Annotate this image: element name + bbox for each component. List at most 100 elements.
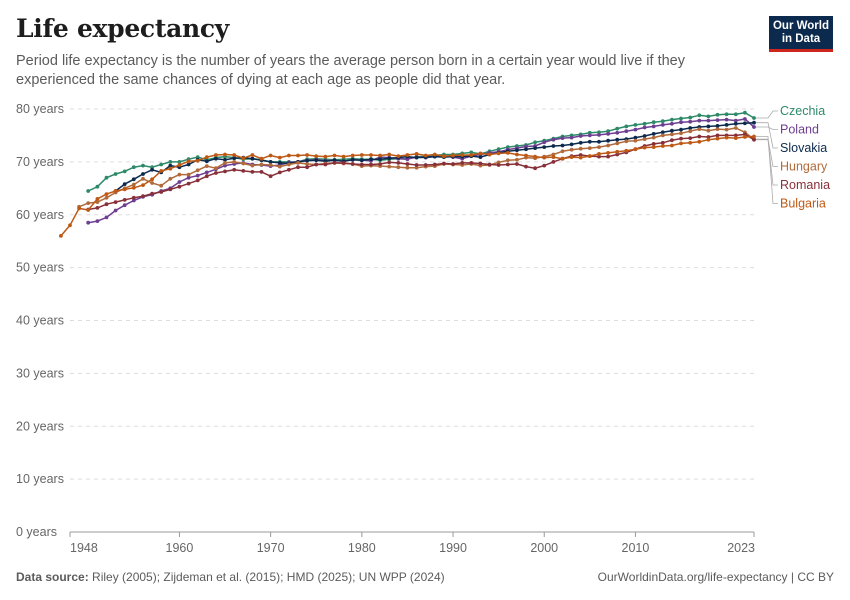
data-point[interactable] <box>515 157 519 162</box>
data-point[interactable] <box>159 169 164 173</box>
data-point[interactable] <box>332 161 337 165</box>
data-point[interactable] <box>423 153 428 158</box>
data-point[interactable] <box>159 162 164 167</box>
data-point[interactable] <box>86 220 91 225</box>
data-point[interactable] <box>268 160 273 164</box>
data-point[interactable] <box>195 173 200 178</box>
data-point[interactable] <box>715 127 720 131</box>
data-point[interactable] <box>359 158 364 163</box>
data-point[interactable] <box>587 130 592 135</box>
data-point[interactable] <box>442 154 446 159</box>
data-point[interactable] <box>241 161 246 166</box>
legend-label-romania[interactable]: Romania <box>780 178 830 192</box>
data-point[interactable] <box>706 135 711 139</box>
data-point[interactable] <box>104 215 109 220</box>
data-point[interactable] <box>186 162 191 167</box>
data-point[interactable] <box>515 152 519 157</box>
data-point[interactable] <box>660 119 665 124</box>
data-point[interactable] <box>651 142 656 146</box>
data-point[interactable] <box>569 155 574 160</box>
data-point[interactable] <box>232 156 237 161</box>
data-point[interactable] <box>387 152 392 157</box>
data-point[interactable] <box>341 161 346 165</box>
data-point[interactable] <box>159 190 164 194</box>
data-point[interactable] <box>204 164 209 169</box>
legend-label-hungary[interactable]: Hungary <box>780 160 828 174</box>
data-point[interactable] <box>569 142 574 147</box>
data-point[interactable] <box>551 144 556 148</box>
data-point[interactable] <box>569 147 574 152</box>
data-point[interactable] <box>660 130 665 135</box>
data-point[interactable] <box>186 159 191 164</box>
data-point[interactable] <box>378 162 382 166</box>
data-point[interactable] <box>305 158 309 163</box>
data-point[interactable] <box>487 162 492 167</box>
data-point[interactable] <box>168 166 173 171</box>
data-point[interactable] <box>131 185 136 190</box>
data-point[interactable] <box>323 154 328 159</box>
data-point[interactable] <box>332 158 337 163</box>
data-point[interactable] <box>168 176 173 181</box>
data-point[interactable] <box>597 154 601 159</box>
data-point[interactable] <box>150 181 155 185</box>
series-line-bulgaria[interactable] <box>60 135 755 237</box>
data-point[interactable] <box>752 125 756 129</box>
data-point[interactable] <box>241 156 246 161</box>
data-point[interactable] <box>487 152 492 157</box>
data-point[interactable] <box>651 135 656 140</box>
data-point[interactable] <box>232 153 237 157</box>
data-point[interactable] <box>405 162 410 166</box>
data-point[interactable] <box>77 206 81 211</box>
data-point[interactable] <box>277 161 282 165</box>
data-point[interactable] <box>597 152 601 156</box>
data-point[interactable] <box>113 189 118 193</box>
data-point[interactable] <box>195 168 200 173</box>
data-point[interactable] <box>670 121 674 126</box>
data-point[interactable] <box>405 153 410 157</box>
data-point[interactable] <box>642 134 647 138</box>
data-point[interactable] <box>743 117 747 121</box>
data-point[interactable] <box>697 113 702 118</box>
data-point[interactable] <box>679 131 683 136</box>
data-point[interactable] <box>533 146 537 151</box>
data-point[interactable] <box>350 153 355 158</box>
data-point[interactable] <box>414 155 419 160</box>
data-point[interactable] <box>204 174 209 179</box>
data-point[interactable] <box>724 112 729 117</box>
data-point[interactable] <box>469 150 474 155</box>
data-point[interactable] <box>660 123 665 127</box>
source-url[interactable]: OurWorldinData.org/life-expectancy | CC … <box>597 570 834 584</box>
data-point[interactable] <box>670 128 674 133</box>
data-point[interactable] <box>597 133 601 137</box>
data-point[interactable] <box>104 175 109 180</box>
data-point[interactable] <box>752 137 756 142</box>
data-point[interactable] <box>615 149 620 154</box>
data-point[interactable] <box>679 141 683 146</box>
data-point[interactable] <box>86 201 91 206</box>
data-point[interactable] <box>305 162 309 166</box>
data-point[interactable] <box>578 155 583 160</box>
data-point[interactable] <box>122 169 127 174</box>
data-point[interactable] <box>633 123 638 127</box>
data-point[interactable] <box>551 137 556 142</box>
data-point[interactable] <box>733 112 738 117</box>
data-point[interactable] <box>250 153 255 157</box>
data-point[interactable] <box>131 165 136 170</box>
data-point[interactable] <box>469 153 474 157</box>
data-point[interactable] <box>396 154 401 159</box>
data-point[interactable] <box>660 144 665 148</box>
data-point[interactable] <box>642 125 647 130</box>
data-point[interactable] <box>414 165 419 170</box>
data-point[interactable] <box>268 153 273 158</box>
data-point[interactable] <box>615 152 620 157</box>
data-point[interactable] <box>688 136 693 141</box>
data-point[interactable] <box>141 183 145 188</box>
data-point[interactable] <box>642 137 647 142</box>
data-point[interactable] <box>560 136 565 141</box>
data-point[interactable] <box>724 117 729 122</box>
data-point[interactable] <box>615 130 620 135</box>
data-point[interactable] <box>724 135 729 140</box>
data-point[interactable] <box>478 161 483 166</box>
data-point[interactable] <box>733 121 738 126</box>
